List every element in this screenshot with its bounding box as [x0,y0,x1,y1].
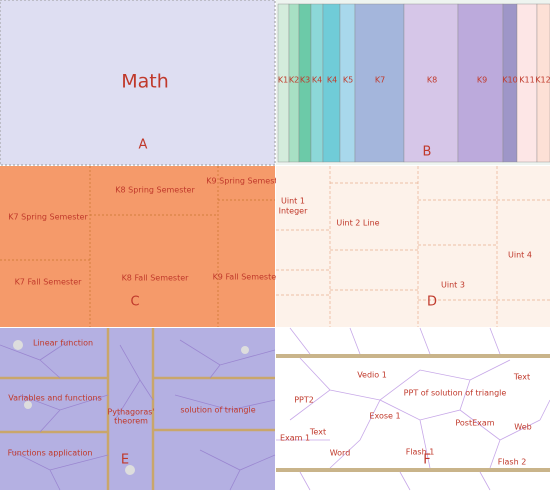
label: K10 [502,76,517,85]
label: Uint 4 [508,251,532,260]
panel-letter: C [130,295,139,310]
label: K9 Fall Semester [213,273,281,282]
label: Linear function [33,339,93,348]
panel-letter: A [139,138,148,153]
label: Exose 1 [369,412,400,421]
label: Exam 1 [280,434,310,443]
label: K8 Fall Semester [122,274,190,283]
label: Word [330,449,351,458]
panel-b [276,0,550,165]
label: theorem [114,417,148,426]
label: PPT of solution of triangle [404,389,507,398]
label: Integer [279,207,308,216]
label: K8 [427,76,437,85]
label: Pythagoras' [107,408,154,417]
label: K5 [343,76,353,85]
label: K7 Spring Semester [8,213,88,222]
label: Web [514,423,531,432]
label: K12 [535,76,550,85]
label: solution of triangle [180,406,255,415]
label: K9 [477,76,487,85]
label: K2 [289,76,299,85]
panel-c [0,166,275,327]
label: Variables and functions [8,394,102,403]
label: Text [513,373,530,382]
panel-d [276,166,550,327]
label: K4 [312,76,322,85]
label: Text [309,428,326,437]
label: Vedio 1 [357,371,387,380]
label: K7 [375,76,385,85]
label: Flash 1 [406,448,435,457]
label: Uint 3 [441,281,465,290]
label: PPT2 [294,396,314,405]
label: Math [121,71,169,93]
label: Uint 1 [281,197,305,206]
label: K4 [327,76,337,85]
panel-e [0,328,276,491]
label: K3 [300,76,310,85]
label: PostExam [455,419,494,428]
label: K11 [519,76,534,85]
panel-letter: E [121,453,129,468]
label: K8 Spring Semester [115,186,195,195]
label: Functions application [8,449,93,458]
panel-letter: B [423,145,432,160]
panel-f [276,327,550,491]
panel-a [0,0,276,166]
label: Uint 2 Line [336,219,379,228]
panel-letter: F [423,453,430,468]
label: K1 [278,76,288,85]
label: Flash 2 [498,458,527,467]
label: K7 Fall Semester [15,278,83,287]
label: K9 Spring Semester [206,177,286,186]
panel-letter: D [427,295,437,310]
